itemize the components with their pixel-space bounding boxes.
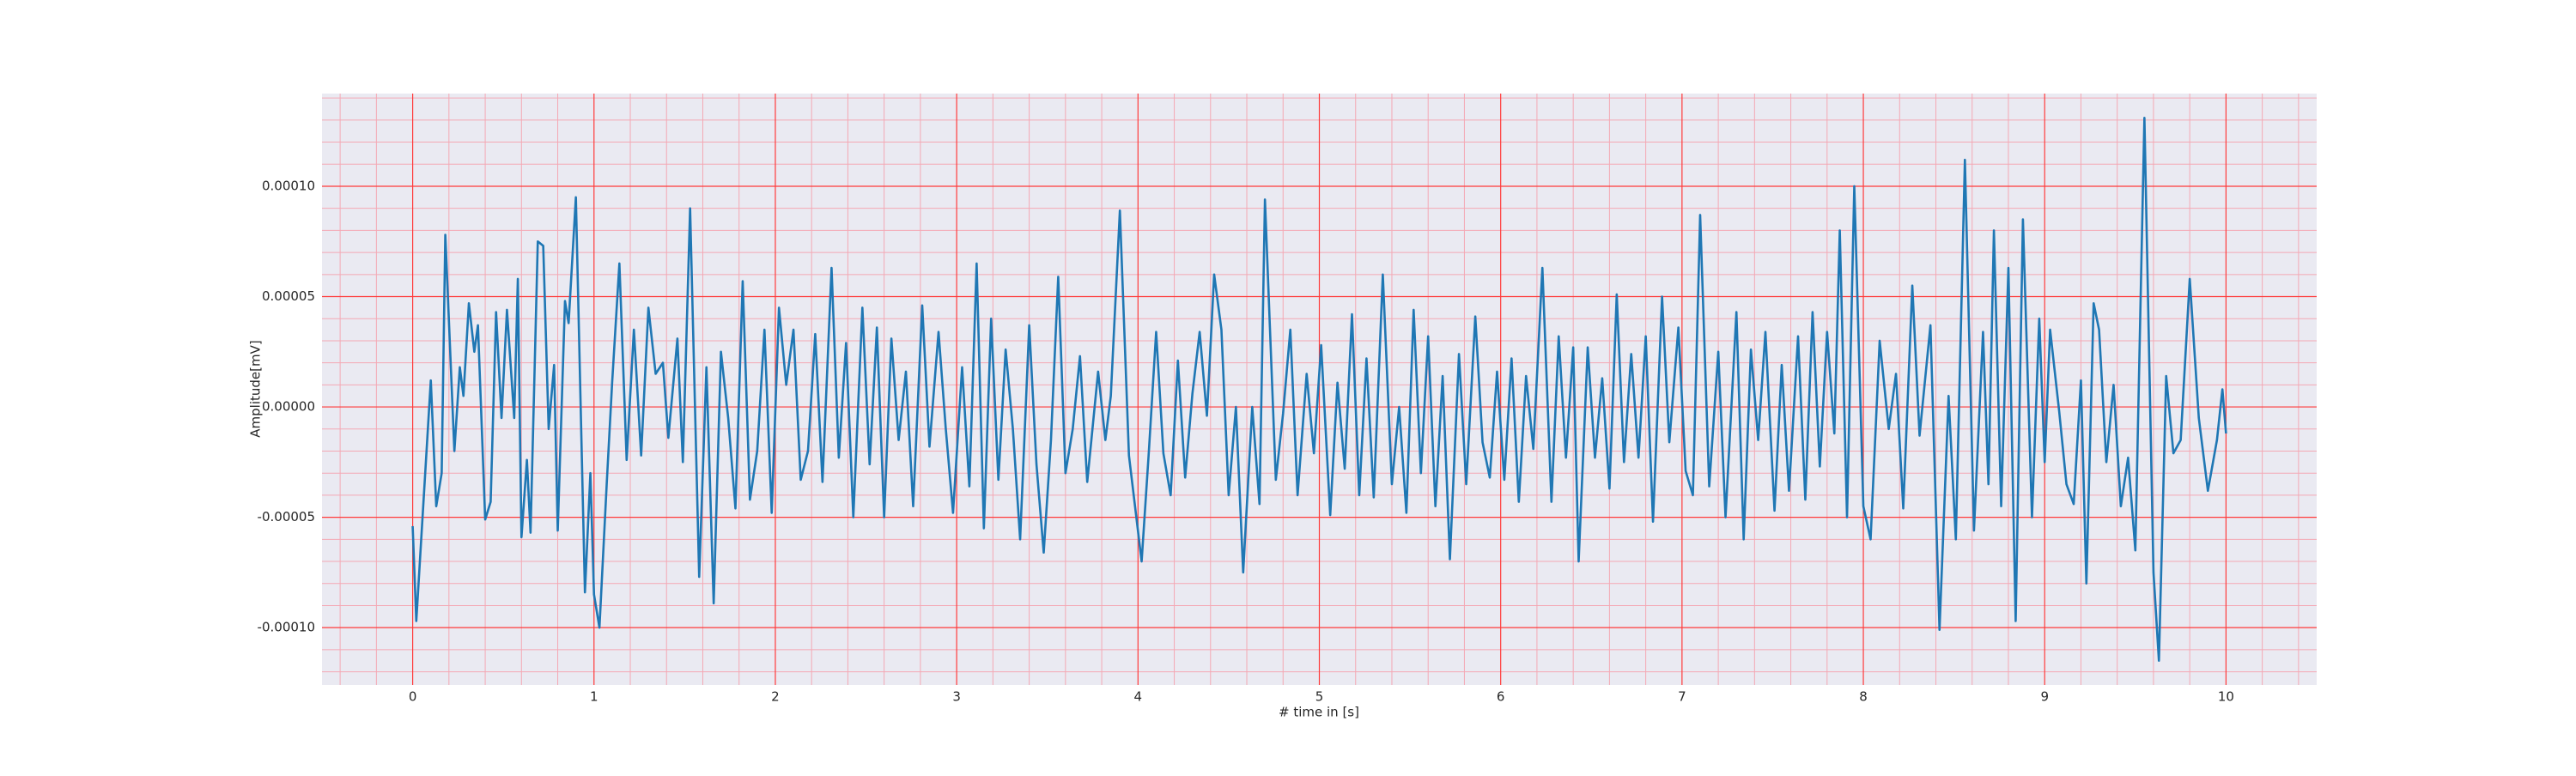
- y-tick-label: 0.00000: [262, 399, 315, 415]
- y-axis-label: Amplitude[mV]: [248, 340, 264, 437]
- marks: [411, 116, 2227, 663]
- x-axis-label: # time in [s]: [1279, 705, 1359, 720]
- x-tick-label: 8: [1859, 689, 1868, 705]
- y-tick-label: -0.00005: [258, 509, 315, 524]
- x-tick-label: 3: [952, 689, 961, 705]
- y-tick-label: 0.00005: [262, 288, 315, 304]
- x-tick-label: 1: [590, 689, 598, 705]
- x-tick-label: 10: [2218, 689, 2234, 705]
- x-tick-label: 6: [1497, 689, 1505, 705]
- x-tick-label: 0: [409, 689, 417, 705]
- x-tick-label: 7: [1678, 689, 1686, 705]
- y-tick-label: 0.00010: [262, 178, 315, 193]
- signal-line: [411, 116, 2227, 663]
- x-tick-label: 5: [1315, 689, 1324, 705]
- x-tick-label: 9: [2040, 689, 2049, 705]
- x-tick-label: 2: [771, 689, 780, 705]
- x-tick-label: 4: [1134, 689, 1143, 705]
- y-tick-label: -0.00010: [258, 620, 315, 635]
